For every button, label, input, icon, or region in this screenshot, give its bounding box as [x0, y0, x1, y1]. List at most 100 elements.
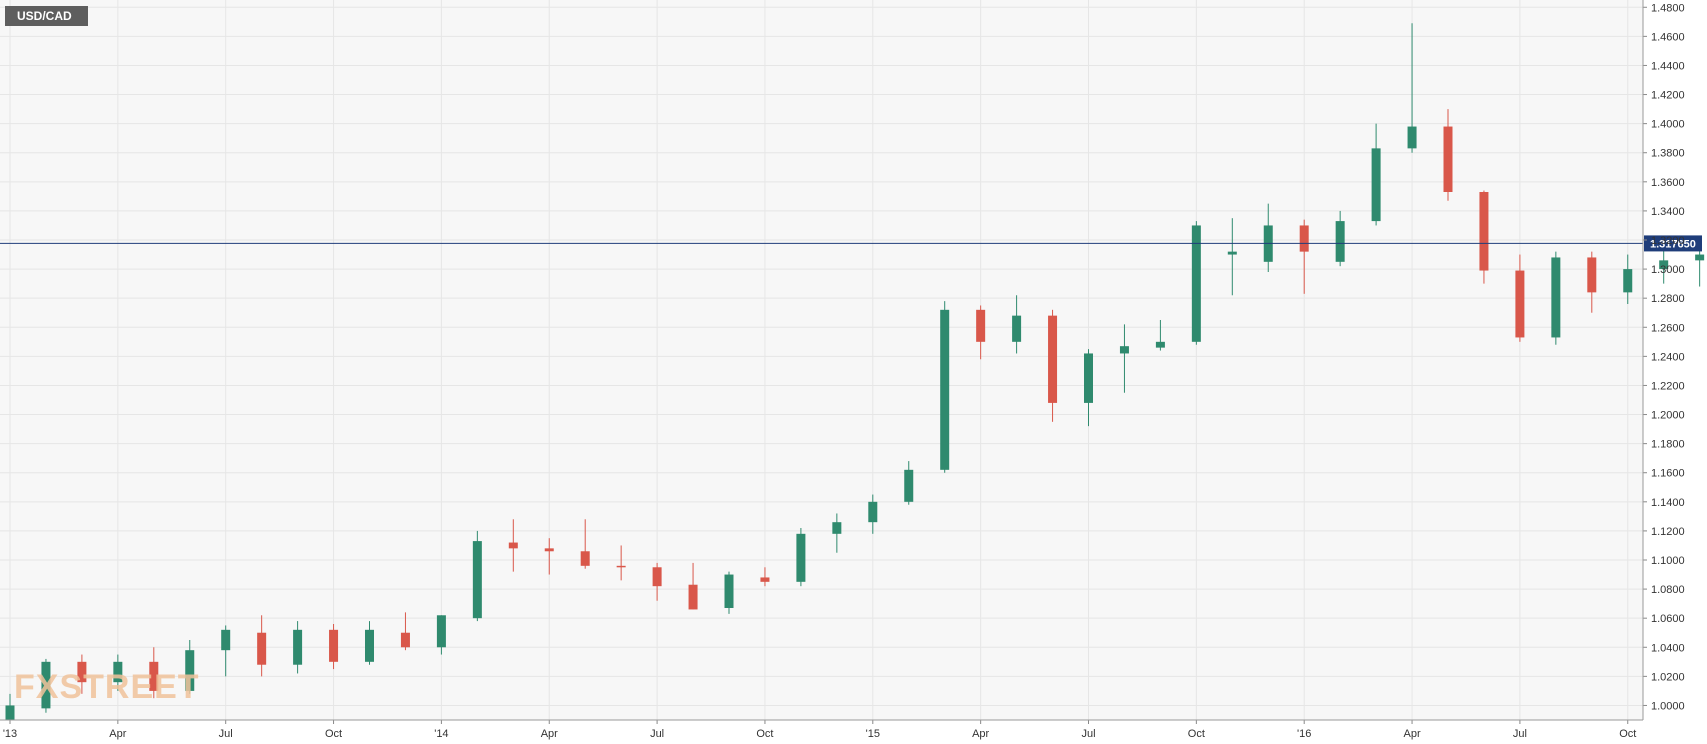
candle[interactable]: [724, 571, 734, 614]
y-tick-label: 1.3800: [1651, 148, 1685, 160]
candle-body: [904, 469, 914, 502]
candle[interactable]: [1335, 210, 1345, 267]
candle[interactable]: [688, 562, 698, 610]
candle[interactable]: [1084, 349, 1093, 427]
candle[interactable]: [580, 519, 590, 569]
candle[interactable]: [832, 513, 842, 553]
candle-body: [1587, 257, 1597, 293]
candle[interactable]: [329, 624, 339, 670]
x-tick-label: Jul: [1081, 728, 1095, 740]
candle-body: [1084, 353, 1093, 403]
candle-body: [652, 567, 662, 587]
x-axis: '13 Apr Jul Oct '14 Apr Jul Oct '15 Apr Jul Oct '16 A…: [0, 719, 1643, 740]
candle-body: [724, 574, 734, 608]
candle[interactable]: [1155, 320, 1165, 351]
candle[interactable]: [652, 562, 662, 601]
candle[interactable]: [868, 494, 878, 534]
candle[interactable]: [149, 647, 159, 699]
y-tick-label: 1.1000: [1651, 555, 1685, 567]
candle[interactable]: [400, 612, 410, 651]
candle[interactable]: [1479, 190, 1489, 284]
y-tick-label: 1.4800: [1651, 2, 1685, 14]
y-tick-label: 1.2600: [1651, 322, 1685, 334]
candle[interactable]: [436, 615, 446, 655]
candle[interactable]: [544, 538, 554, 575]
candle[interactable]: [1443, 109, 1453, 201]
candle[interactable]: [976, 305, 986, 360]
candle[interactable]: [113, 654, 123, 691]
x-tick-label: Oct: [1619, 728, 1636, 740]
y-tick-label: 1.4400: [1651, 60, 1685, 72]
candle[interactable]: [41, 658, 51, 713]
y-tick-label: 1.2200: [1651, 380, 1685, 392]
candle[interactable]: [1587, 251, 1597, 313]
candle[interactable]: [616, 545, 626, 581]
candle-body: [1515, 270, 1525, 338]
candle-body: [1443, 126, 1453, 192]
y-tick-label: 1.1800: [1651, 439, 1685, 451]
candle-body: [868, 501, 878, 523]
y-tick-label: 1.1200: [1651, 526, 1685, 538]
candle-body: [1227, 251, 1237, 255]
candle-body: [1119, 346, 1129, 354]
x-tick-label: Jul: [219, 728, 233, 740]
candle[interactable]: [257, 615, 267, 677]
candle[interactable]: [185, 640, 195, 694]
y-tick-label: 1.0000: [1651, 700, 1685, 712]
candle[interactable]: [472, 530, 482, 622]
candle-body: [976, 309, 986, 342]
symbol-badge[interactable]: USD/CAD: [5, 6, 88, 26]
y-tick-label: 1.4200: [1651, 90, 1685, 102]
candle-body: [41, 661, 51, 709]
candle[interactable]: [1659, 245, 1669, 284]
candle[interactable]: [365, 621, 374, 665]
candle-body: [436, 615, 446, 648]
y-tick-label: 1.0400: [1651, 642, 1685, 654]
candle-body: [113, 661, 123, 683]
plot-area: [0, 0, 1643, 720]
x-tick-label: '15: [866, 728, 880, 740]
x-tick-label: Apr: [109, 728, 126, 740]
candle[interactable]: [1227, 218, 1237, 296]
candle[interactable]: [796, 528, 806, 587]
candle-body: [221, 629, 231, 651]
y-axis: 1.0000 1.0200 1.0400 1.0600 1.0800 1.1000 1.12…: [1642, 0, 1685, 720]
candle[interactable]: [940, 301, 950, 473]
y-tick-label: 1.2400: [1651, 351, 1685, 363]
candle[interactable]: [760, 567, 770, 587]
x-tick-label: Oct: [1188, 728, 1205, 740]
candle-body: [1155, 341, 1165, 348]
candle-body: [329, 629, 339, 662]
y-tick-label: 1.1400: [1651, 497, 1685, 509]
candle[interactable]: [1048, 309, 1058, 422]
x-tick-label: '13: [3, 728, 17, 740]
candle[interactable]: [1191, 221, 1201, 345]
candle-body: [580, 551, 590, 566]
candle[interactable]: [1119, 324, 1129, 393]
candle[interactable]: [1299, 219, 1309, 294]
candle[interactable]: [5, 693, 15, 723]
candle[interactable]: [508, 519, 518, 572]
candle[interactable]: [1515, 254, 1525, 342]
x-tick-label: Oct: [756, 728, 773, 740]
candle[interactable]: [1407, 23, 1417, 153]
candle[interactable]: [904, 461, 914, 505]
y-tick-label: 1.2800: [1651, 293, 1685, 305]
candle[interactable]: [1371, 123, 1381, 226]
candle[interactable]: [221, 625, 231, 677]
candle-body: [1551, 257, 1561, 338]
candle-body: [760, 577, 770, 582]
candle[interactable]: [293, 621, 303, 674]
grid-lines: [0, 0, 1643, 720]
current-price-line-group: 1.317650: [0, 235, 1702, 252]
candle-body: [1048, 315, 1058, 403]
candle[interactable]: [1551, 251, 1561, 345]
candle-body: [400, 632, 410, 648]
y-tick-label: 1.3400: [1651, 206, 1685, 218]
candle-body: [796, 533, 806, 582]
candle[interactable]: [1012, 295, 1022, 354]
candle[interactable]: [77, 654, 87, 694]
candle[interactable]: [1623, 254, 1633, 304]
candle-body: [1299, 225, 1309, 252]
